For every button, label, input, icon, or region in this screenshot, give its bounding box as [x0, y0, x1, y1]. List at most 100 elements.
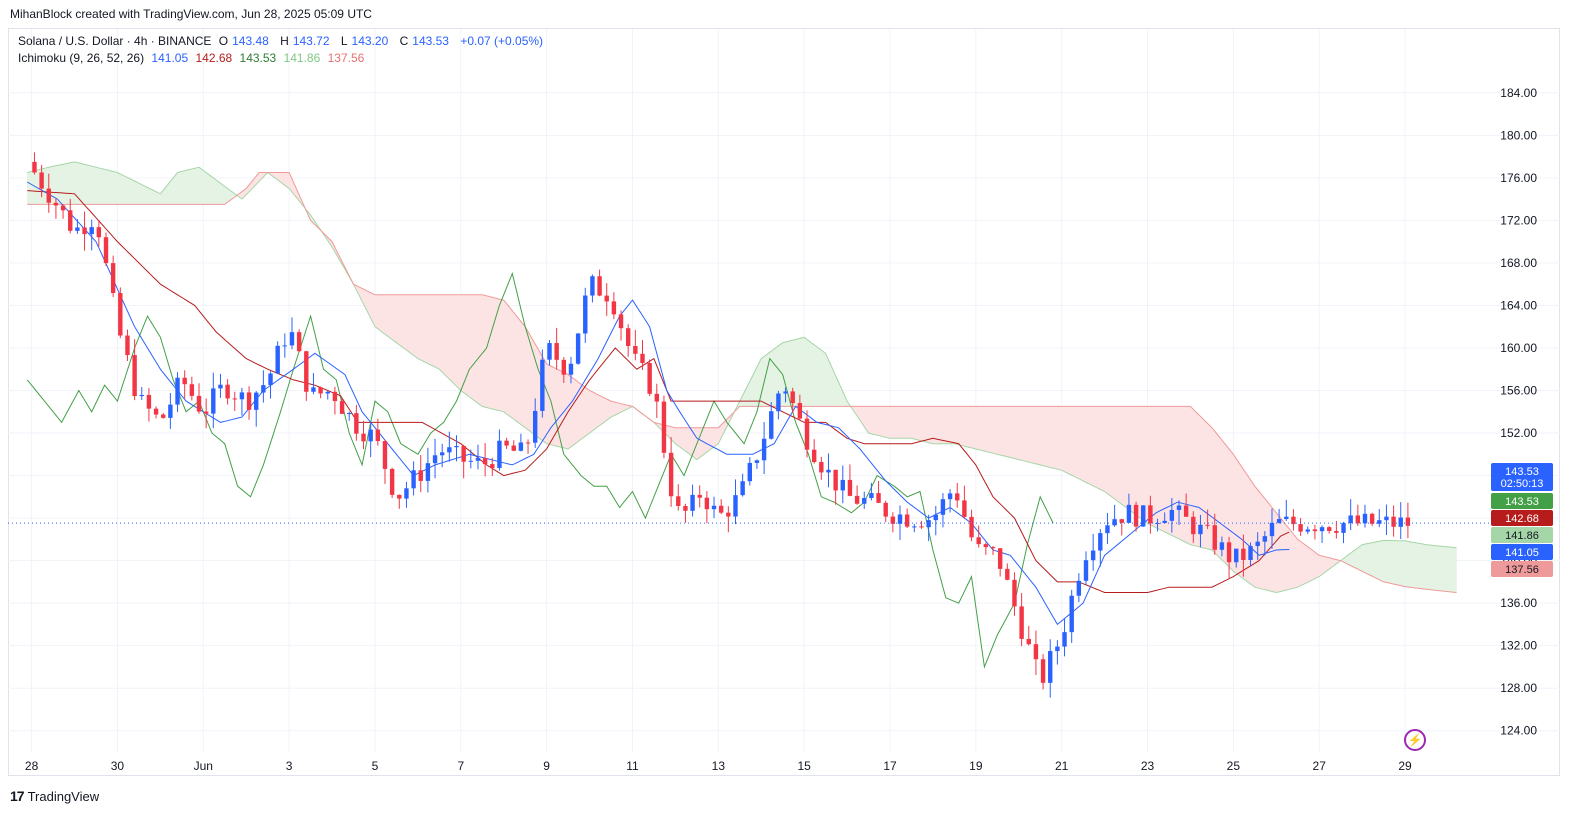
cloud-segment — [1181, 406, 1187, 543]
cloud-segment — [87, 164, 92, 205]
kijun-badge: 142.68 — [1505, 513, 1539, 525]
cloud-segment — [1207, 422, 1213, 551]
cloud-segment — [752, 366, 758, 407]
cloud-segment — [572, 377, 577, 447]
candle-down — [997, 548, 1003, 569]
cloud-segment — [941, 406, 947, 444]
candle-up — [518, 442, 524, 451]
cloud-segment — [1061, 406, 1067, 473]
candle-down — [1005, 568, 1010, 580]
cloud-segment — [795, 338, 801, 407]
candle-up — [1341, 523, 1346, 533]
candle-up — [1169, 509, 1175, 521]
cloud-segment — [117, 172, 122, 205]
cloud-segment — [975, 406, 981, 451]
candle-down — [625, 328, 631, 347]
candle-up — [940, 499, 946, 515]
candle-down — [1212, 525, 1217, 550]
cloud-segment — [91, 165, 97, 205]
cloud-segment — [808, 340, 813, 407]
candle-up — [575, 333, 581, 364]
time-tick-label: 5 — [372, 759, 379, 773]
cloud-segment — [421, 294, 427, 364]
candle-up — [425, 463, 431, 481]
cloud-segment — [456, 294, 462, 392]
candle-down — [1369, 513, 1375, 524]
cloud-segment — [190, 167, 195, 205]
candle-down — [490, 464, 495, 468]
candle-up — [711, 505, 717, 510]
cloud-segment — [945, 406, 951, 444]
cloud-segment — [1130, 406, 1135, 515]
candle-down — [153, 408, 159, 415]
cloud-segment — [499, 298, 504, 413]
cloud-segment — [520, 320, 526, 429]
cloud-segment — [503, 299, 509, 416]
candle-down — [225, 384, 230, 399]
candle-down — [962, 500, 967, 517]
chikou-badge-bg — [1491, 493, 1553, 509]
cloud-segment — [1091, 406, 1097, 488]
cloud-segment — [679, 427, 685, 451]
candle-up — [254, 392, 259, 410]
cloud-segment — [683, 427, 689, 454]
cloud-segment — [1263, 496, 1268, 591]
cloud-segment — [512, 310, 517, 422]
candle-down — [1226, 542, 1232, 563]
candle-up — [175, 377, 180, 405]
candle-down — [797, 403, 803, 419]
candle-down — [397, 494, 402, 499]
candle-up — [347, 413, 352, 415]
candle-up — [218, 384, 223, 389]
chikou-line — [26, 271, 1054, 669]
cloud-segment — [1383, 540, 1389, 584]
candle-up — [1090, 550, 1096, 561]
candle-down — [1312, 529, 1318, 532]
candle-down — [161, 414, 166, 418]
cloud-segment — [1035, 406, 1041, 466]
cloud-segment — [915, 406, 921, 441]
cloud-segment — [855, 406, 861, 422]
candle-up — [1262, 536, 1268, 542]
candle-down — [1148, 505, 1153, 524]
time-tick-label: 29 — [1398, 759, 1412, 773]
candle-up — [311, 387, 316, 392]
cloud-segment — [486, 295, 492, 409]
cloud-segment — [130, 178, 135, 205]
cloud-segment — [602, 396, 607, 424]
price-tick-label: 124.00 — [1500, 724, 1537, 738]
cloud-segment — [567, 374, 573, 450]
cloud-segment — [1044, 406, 1050, 468]
cloud-segment — [1374, 540, 1380, 581]
price-tick-label: 128.00 — [1500, 681, 1537, 695]
candle-down — [1327, 527, 1332, 531]
cloud-segment — [885, 406, 891, 439]
cloud-segment — [881, 406, 886, 438]
lightning-icon[interactable]: ⚡ — [1404, 729, 1426, 751]
cloud-segment — [803, 336, 809, 407]
candle-down — [46, 188, 51, 203]
candle-up — [1076, 580, 1082, 596]
cloud-segment — [1009, 406, 1015, 459]
cloud-segment — [1391, 540, 1397, 585]
candle-up — [1384, 516, 1389, 521]
cloud-segment — [1052, 406, 1058, 470]
footer-brand[interactable]: 17 TradingView — [10, 788, 99, 804]
cloud-segment — [1125, 406, 1131, 512]
candle-down — [561, 359, 567, 375]
span-a-badge-bg — [1491, 527, 1553, 543]
candle-up — [769, 411, 774, 439]
price-tick-label: 152.00 — [1500, 426, 1537, 440]
legend-tenkan: 141.05 — [151, 51, 189, 65]
candle-down — [296, 332, 302, 352]
candle-up — [1348, 515, 1353, 524]
candle-down — [60, 205, 66, 211]
cloud-segment — [898, 406, 904, 439]
cloud-segment — [705, 427, 710, 454]
cloud-segment — [1288, 528, 1294, 590]
candle-up — [1276, 519, 1282, 523]
candle-down — [482, 458, 488, 465]
cloud-segment — [1087, 406, 1092, 486]
cloud-segment — [597, 394, 603, 428]
